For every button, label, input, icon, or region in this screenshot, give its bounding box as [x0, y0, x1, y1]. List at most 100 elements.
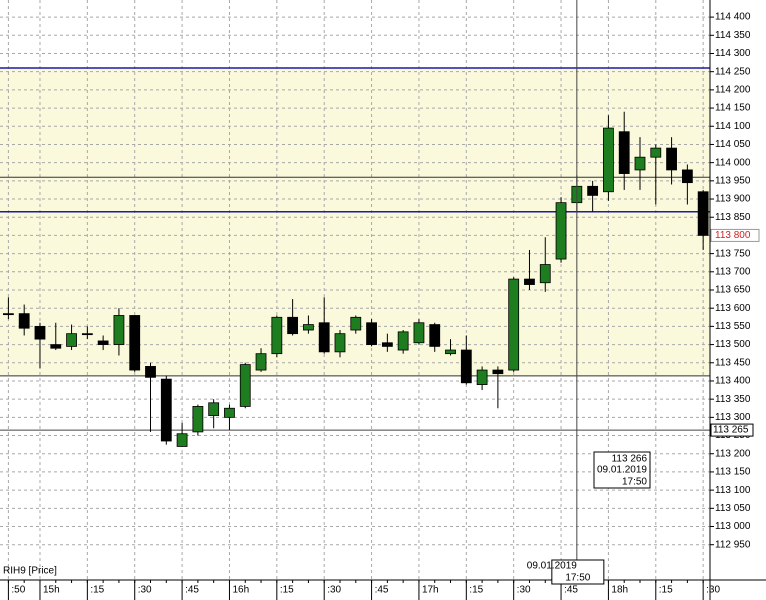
candle-body: [239, 364, 251, 407]
y-tick-label: 113 000: [715, 521, 751, 532]
candle-body: [34, 325, 46, 340]
candle-body: [50, 344, 62, 349]
x-tick-label: :30: [706, 585, 720, 596]
candle-body: [618, 131, 630, 174]
tooltip-box: [593, 451, 651, 489]
y-tick-label: 114 100: [715, 121, 751, 132]
candle-body: [413, 322, 425, 344]
candle-body: [634, 156, 646, 171]
candle-body: [81, 333, 93, 336]
x-tick-label: :30: [517, 585, 531, 596]
y-tick-label: 114 250: [715, 66, 751, 77]
crosshair-axis-label: 113 265: [713, 425, 749, 436]
x-tick-label: :30: [327, 585, 341, 596]
y-tick-label: 113 750: [715, 248, 751, 259]
y-tick-label: 114 050: [715, 139, 751, 150]
y-tick-label: 113 600: [715, 303, 751, 314]
y-tick-label: 114 200: [715, 85, 751, 96]
x-tick-label: :15: [469, 585, 483, 596]
y-tick-label: 113 900: [715, 194, 751, 205]
candle-body: [334, 333, 346, 353]
y-tick-label: 113 400: [715, 376, 751, 387]
last-price-label: 113 800: [715, 230, 751, 241]
candle-body: [603, 127, 614, 193]
candle-body: [397, 331, 409, 351]
candle-body: [271, 316, 283, 355]
candle-body: [681, 169, 693, 184]
candle-body: [192, 406, 204, 433]
tooltip-price: 113 266: [612, 454, 648, 465]
candle-body: [524, 278, 535, 285]
candle-body: [176, 433, 188, 447]
candle-body: [366, 322, 377, 345]
x-tick-label: :15: [280, 585, 294, 596]
x-tick-label: :50: [11, 585, 25, 596]
y-tick-label: 114 350: [715, 30, 751, 41]
candle-body: [303, 324, 314, 331]
candle-body: [129, 315, 141, 371]
candle-body: [476, 369, 488, 386]
candle-body: [445, 349, 456, 355]
candle-body: [492, 369, 504, 375]
y-tick-label: 113 350: [715, 394, 751, 405]
x-tick-label: :45: [185, 585, 199, 596]
candle-body: [650, 147, 662, 158]
candle-body: [97, 340, 109, 345]
x-tick-label: 17h: [422, 585, 439, 596]
y-tick-label: 114 150: [715, 103, 751, 114]
candle-body: [381, 342, 393, 347]
candle-body: [587, 185, 599, 196]
candle-body: [318, 322, 330, 353]
candle-body: [697, 191, 709, 236]
y-tick-label: 113 300: [715, 412, 751, 423]
y-tick-label: 113 500: [715, 339, 751, 350]
y-tick-label: 113 050: [715, 503, 751, 514]
candle-body: [255, 353, 267, 371]
y-tick-label: 113 100: [715, 485, 751, 496]
x-tick-label: :15: [659, 585, 673, 596]
y-tick-label: 113 200: [715, 448, 751, 459]
y-tick-label: 113 150: [715, 467, 751, 478]
candle-body: [3, 313, 14, 316]
candle-body: [208, 402, 220, 416]
x-axis-strip: [0, 580, 766, 600]
crosshair-time-label: 17:50: [565, 573, 590, 584]
crosshair-axis-box: [710, 423, 754, 437]
x-tick-label: 18h: [611, 585, 628, 596]
x-tick-label: 16h: [232, 585, 249, 596]
candle-body: [429, 324, 441, 347]
candle-body: [350, 316, 362, 331]
x-tick-label: :30: [138, 585, 152, 596]
crosshair-time-box: [551, 559, 605, 585]
y-tick-label: 114 400: [715, 12, 751, 23]
candle-body: [287, 316, 299, 335]
candle-body: [460, 349, 472, 384]
candle-body: [145, 366, 156, 378]
y-tick-label: 113 850: [715, 212, 751, 223]
candle-body: [666, 147, 677, 171]
y-tick-label: 113 950: [715, 175, 751, 186]
candle-body: [160, 378, 172, 442]
instrument-label: RIH9 [Price]: [3, 566, 57, 577]
x-tick-label: :15: [90, 585, 104, 596]
tooltip-time: 17:50: [622, 477, 647, 488]
last-price-box: [710, 228, 760, 242]
y-tick-label: 113 450: [715, 357, 751, 368]
y-tick-label: 113 650: [715, 285, 751, 296]
x-tick-label: :45: [375, 585, 389, 596]
y-tick-label: 113 550: [715, 321, 751, 332]
x-tick-label: 15h: [43, 585, 60, 596]
candle-body: [113, 315, 125, 345]
candle-body: [18, 313, 30, 329]
tooltip-date: 09.01.2019: [597, 465, 647, 476]
candle-body: [555, 202, 567, 260]
y-tick-label: 114 300: [715, 48, 751, 59]
candle-body: [508, 278, 520, 371]
y-tick-label: 114 000: [715, 157, 751, 168]
y-tick-label: 112 950: [715, 539, 751, 550]
y-tick-label: 113 700: [715, 266, 751, 277]
crosshair-date-label: 09.01.2019: [527, 561, 577, 572]
candle-body: [539, 264, 551, 284]
